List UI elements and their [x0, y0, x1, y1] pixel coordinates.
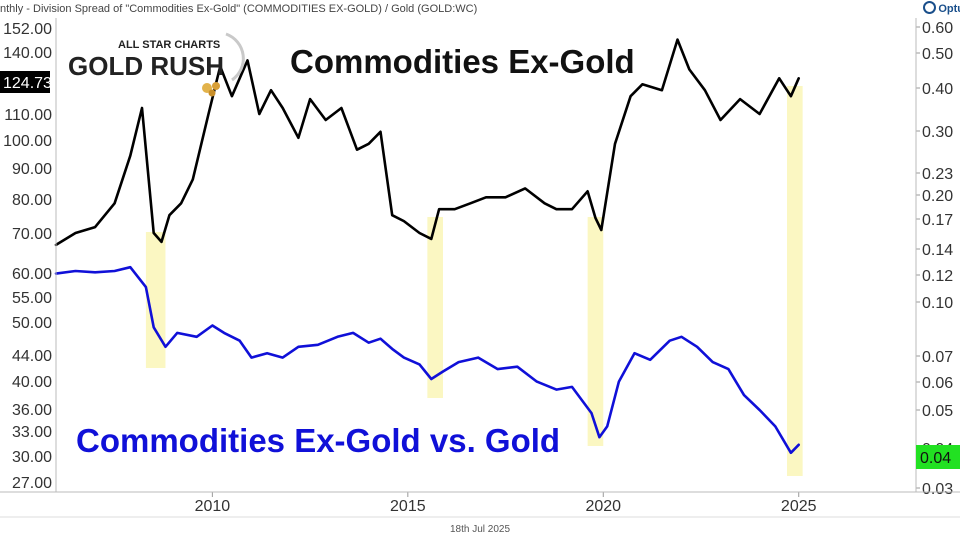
left-tick-label: 40.00 [12, 374, 52, 391]
right-tick-label: 0.30 [922, 124, 953, 141]
left-tick-label: 70.00 [12, 226, 52, 243]
x-axis: 2010 2015 2020 2025 [195, 492, 817, 515]
right-tick-label: 0.12 [922, 268, 953, 285]
last-value-top-text: 124.73 [3, 75, 52, 92]
left-tick-label: 100.00 [3, 133, 52, 150]
last-value-bottom-badge: 0.04 [916, 445, 960, 469]
brand-logo-icon [923, 1, 937, 14]
gold-nugget-icon [212, 82, 220, 90]
top-chart-title: Commodities Ex-Gold [290, 43, 635, 80]
right-tick-label: 0.14 [922, 242, 953, 259]
highlight-band [587, 217, 604, 446]
bottom-chart-title: Commodities Ex-Gold vs. Gold [76, 422, 560, 459]
left-tick-label: 110.00 [4, 107, 52, 124]
x-tick-label: 2015 [390, 498, 426, 515]
chart-header: nthly - Division Spread of "Commodities … [0, 0, 960, 18]
chart-description: nthly - Division Spread of "Commodities … [0, 3, 478, 15]
series-group [54, 38, 800, 455]
left-tick-label: 44.00 [12, 348, 52, 365]
left-tick-label: 80.00 [12, 192, 52, 209]
left-tick-label: 140.00 [3, 45, 52, 62]
highlight-bands [145, 86, 803, 476]
x-tick-label: 2020 [585, 498, 621, 515]
last-value-bottom-bg [916, 445, 960, 469]
right-tick-label: 0.60 [922, 20, 953, 37]
left-axis: 152.00 140.00 110.00 100.00 90.00 80.00 70.00 6… [3, 21, 52, 492]
left-tick-label: 27.00 [12, 475, 52, 492]
left-tick-label: 50.00 [12, 315, 52, 332]
right-tick-label: 0.05 [922, 403, 953, 420]
gold-rush-logo: ALL STAR CHARTS GOLD RUSH [68, 32, 245, 97]
ratio-vs-gold-line [54, 265, 800, 455]
highlight-band [427, 217, 443, 398]
right-tick-label: 0.23 [922, 166, 953, 183]
right-tick-label: 0.03 [922, 481, 953, 498]
right-axis: 0.60 0.50 0.40 0.30 0.23 0.20 0.17 0.14 0.12 0.10… [916, 20, 953, 498]
logo-arc-icon [225, 32, 245, 82]
right-tick-label: 0.50 [922, 46, 953, 63]
left-tick-label: 90.00 [12, 161, 52, 178]
plot-area [56, 18, 916, 492]
logo-line1: ALL STAR CHARTS [118, 39, 220, 51]
brand-text: Optu [938, 3, 960, 15]
last-value-bottom-text: 0.04 [920, 450, 951, 467]
last-value-top-badge: 124.73 [0, 71, 52, 93]
right-tick-label: 0.10 [922, 295, 953, 312]
right-tick-label: 0.17 [922, 212, 953, 229]
last-value-top-bg [0, 71, 50, 93]
highlight-band [787, 86, 803, 476]
right-tick-label: 0.20 [922, 188, 953, 205]
gold-nugget-icon [202, 83, 212, 93]
footer-date: 18th Jul 2025 [449, 524, 511, 535]
commodities-ex-gold-line [54, 38, 800, 247]
gold-nugget-icon [208, 89, 216, 97]
left-tick-label: 152.00 [3, 21, 52, 38]
left-tick-label: 55.00 [12, 290, 52, 307]
highlight-band [145, 232, 166, 368]
right-tick-label: 0.07 [922, 349, 953, 366]
logo-line2: GOLD RUSH [68, 51, 224, 81]
brand-label: Optu [923, 1, 960, 16]
x-tick-label: 2010 [195, 498, 231, 515]
right-tick-label: 0.40 [922, 81, 953, 98]
left-tick-label: 60.00 [12, 266, 52, 283]
left-tick-label: 30.00 [12, 449, 52, 466]
left-tick-label: 36.00 [12, 402, 52, 419]
x-tick-label: 2025 [781, 498, 817, 515]
left-tick-label: 33.00 [12, 424, 52, 441]
right-tick-label: 0.06 [922, 375, 953, 392]
